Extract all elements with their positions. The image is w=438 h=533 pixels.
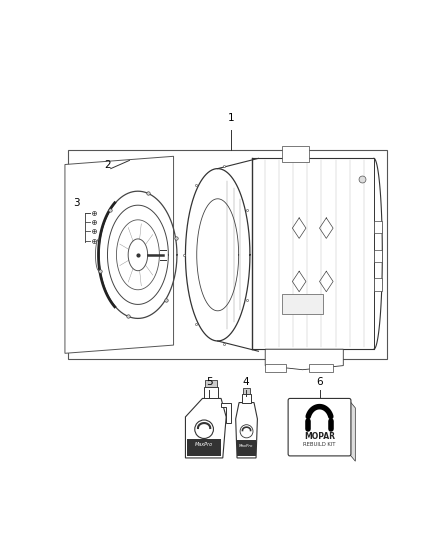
FancyBboxPatch shape [288, 399, 351, 456]
Polygon shape [65, 156, 173, 353]
Polygon shape [265, 349, 343, 370]
Text: 6: 6 [316, 377, 323, 387]
Bar [251, 158, 374, 349]
Text: 4: 4 [243, 377, 249, 387]
Text: MaxPro: MaxPro [195, 442, 213, 447]
Text: 5: 5 [206, 377, 212, 387]
Bar [282, 146, 309, 163]
Bar [68, 150, 387, 359]
Text: MOPAR: MOPAR [304, 432, 335, 441]
Bar [374, 221, 382, 233]
Bar [187, 440, 221, 456]
Bar [374, 278, 382, 290]
Polygon shape [236, 402, 258, 458]
Bar [265, 365, 286, 372]
Text: REBUILD KIT: REBUILD KIT [303, 442, 336, 447]
Text: 3: 3 [74, 198, 80, 207]
Bar [243, 388, 250, 393]
Bar [237, 440, 256, 456]
Polygon shape [221, 402, 231, 423]
Bar [204, 387, 218, 399]
Polygon shape [185, 399, 226, 458]
Text: 2: 2 [104, 160, 111, 170]
Text: 1: 1 [228, 114, 235, 124]
Bar [374, 249, 382, 262]
Bar [243, 393, 251, 402]
Polygon shape [349, 400, 355, 461]
Text: MaxPro: MaxPro [239, 443, 254, 448]
Bar [282, 294, 323, 314]
Bar [309, 365, 333, 372]
Bar [205, 379, 217, 387]
